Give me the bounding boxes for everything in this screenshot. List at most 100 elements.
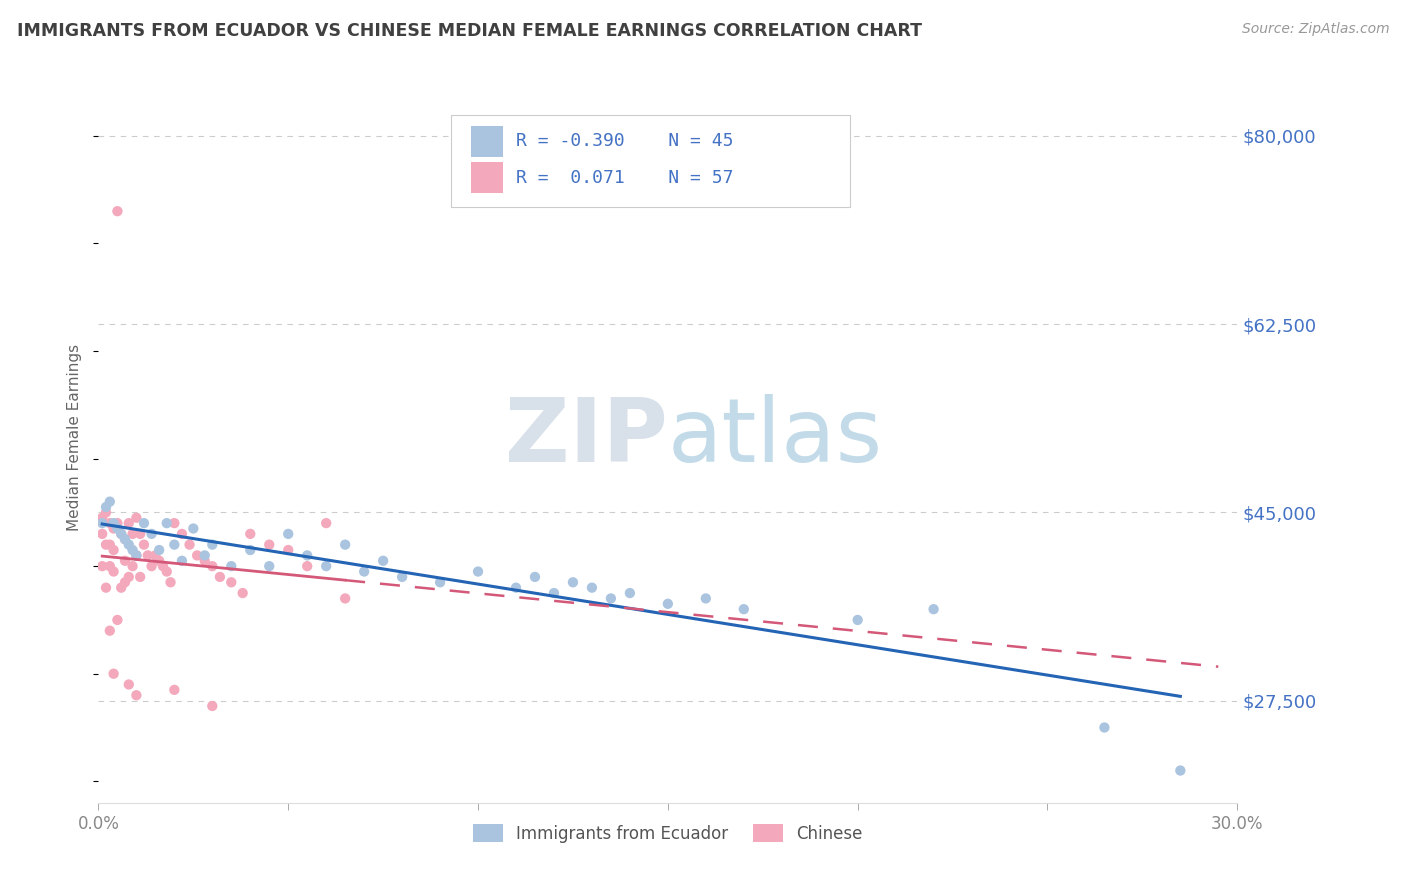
Point [110, 581, 132, 595]
Point [922, 602, 945, 616]
Point [118, 516, 141, 530]
Point [335, 538, 357, 552]
Point [562, 575, 585, 590]
Point [141, 527, 163, 541]
Point [297, 549, 319, 563]
Point [524, 570, 547, 584]
Text: atlas: atlas [668, 393, 883, 481]
Point [581, 581, 603, 595]
Point [148, 554, 170, 568]
Point [107, 204, 129, 219]
Point [183, 521, 205, 535]
Point [179, 538, 201, 552]
Point [170, 554, 193, 568]
Point [141, 559, 163, 574]
Point [297, 559, 319, 574]
Point [1094, 721, 1116, 735]
Point [107, 613, 129, 627]
Point [391, 570, 413, 584]
Point [467, 565, 489, 579]
Point [221, 575, 243, 590]
Text: ZIP: ZIP [505, 393, 668, 481]
Bar [471, 162, 503, 193]
Point [846, 613, 869, 627]
Point [152, 559, 174, 574]
Point [145, 549, 167, 563]
Point [194, 554, 217, 568]
Point [695, 591, 717, 606]
Point [277, 527, 299, 541]
Point [121, 527, 143, 541]
Point [186, 549, 208, 563]
Point [429, 575, 451, 590]
Point [114, 533, 136, 547]
Point [132, 538, 155, 552]
Point [91, 527, 114, 541]
Point [110, 527, 132, 541]
Point [94, 505, 117, 519]
FancyBboxPatch shape [451, 115, 851, 207]
Y-axis label: Median Female Earnings: Median Female Earnings [67, 343, 83, 531]
Point [232, 586, 254, 600]
Text: IMMIGRANTS FROM ECUADOR VS CHINESE MEDIAN FEMALE EARNINGS CORRELATION CHART: IMMIGRANTS FROM ECUADOR VS CHINESE MEDIA… [17, 22, 922, 40]
Point [201, 698, 224, 713]
Point [94, 500, 117, 514]
Point [315, 516, 337, 530]
Point [107, 516, 129, 530]
Point [163, 516, 186, 530]
Point [156, 516, 179, 530]
Point [239, 527, 262, 541]
Point [118, 677, 141, 691]
Point [543, 586, 565, 600]
Point [335, 591, 357, 606]
Text: R =  0.071    N = 57: R = 0.071 N = 57 [516, 169, 734, 186]
Point [125, 510, 148, 524]
Point [125, 549, 148, 563]
Point [121, 543, 143, 558]
Point [733, 602, 755, 616]
Point [208, 570, 231, 584]
Point [114, 554, 136, 568]
Point [98, 494, 121, 508]
Point [159, 575, 181, 590]
Point [125, 549, 148, 563]
Point [94, 538, 117, 552]
Legend: Immigrants from Ecuador, Chinese: Immigrants from Ecuador, Chinese [467, 818, 869, 849]
Point [1170, 764, 1192, 778]
Point [118, 538, 141, 552]
Point [94, 581, 117, 595]
Point [118, 570, 141, 584]
Point [114, 533, 136, 547]
Point [91, 559, 114, 574]
Point [619, 586, 641, 600]
Point [239, 543, 262, 558]
Point [148, 543, 170, 558]
Point [136, 549, 159, 563]
Point [163, 682, 186, 697]
Point [114, 575, 136, 590]
Text: R = -0.390    N = 45: R = -0.390 N = 45 [516, 132, 734, 151]
Point [371, 554, 394, 568]
Point [505, 581, 527, 595]
Point [103, 666, 125, 681]
Point [129, 570, 152, 584]
Point [98, 538, 121, 552]
Point [98, 624, 121, 638]
Bar [471, 126, 503, 157]
Text: Source: ZipAtlas.com: Source: ZipAtlas.com [1241, 22, 1389, 37]
Point [103, 565, 125, 579]
Point [103, 521, 125, 535]
Point [315, 559, 337, 574]
Point [91, 516, 114, 530]
Point [353, 565, 375, 579]
Point [98, 516, 121, 530]
Point [201, 559, 224, 574]
Point [91, 510, 114, 524]
Point [129, 527, 152, 541]
Point [107, 521, 129, 535]
Point [170, 527, 193, 541]
Point [132, 516, 155, 530]
Point [657, 597, 679, 611]
Point [600, 591, 623, 606]
Point [194, 549, 217, 563]
